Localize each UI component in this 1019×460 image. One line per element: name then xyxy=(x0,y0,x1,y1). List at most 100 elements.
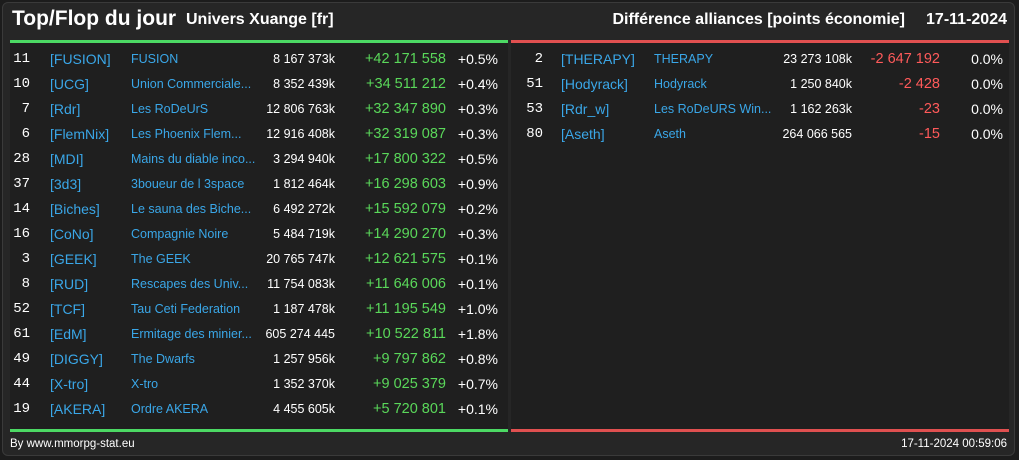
top-alliance-name-link[interactable]: Les Phoenix Flem... xyxy=(131,127,242,141)
top-points: 605 274 445 xyxy=(265,327,335,341)
flop-points: 264 066 565 xyxy=(782,127,852,141)
top-alliance-tag-link[interactable]: [X-tro] xyxy=(50,376,89,392)
top-alliance-tag-link[interactable]: [CoNo] xyxy=(50,226,94,242)
top-points: 12 806 763k xyxy=(266,102,335,116)
top-alliance-tag-link[interactable]: [Rdr] xyxy=(50,101,81,117)
top-rank: 49 xyxy=(13,351,30,367)
top-points: 3 294 940k xyxy=(273,152,335,166)
flop-percent: 0.0% xyxy=(971,126,1003,142)
top-alliance-tag-link[interactable]: [GEEK] xyxy=(50,251,97,267)
top-row: 6 [FlemNix] Les Phoenix Flem... 12 916 408k… xyxy=(10,122,508,147)
top-alliance-name-link[interactable]: Les RoDeUrS xyxy=(131,102,209,116)
flop-rank: 53 xyxy=(526,101,543,117)
flop-row: 80 [Aseth] Aseth 264 066 565 -15 0.0% xyxy=(511,122,1009,147)
top-rank: 61 xyxy=(13,326,30,342)
top-alliance-name-link[interactable]: Le sauna des Biche... xyxy=(131,202,252,216)
top-row: 52 [TCF] Tau Ceti Federation 1 187 478k +11 … xyxy=(10,297,508,322)
top-row: 3 [GEEK] The GEEK 20 765 747k +12 621 575 +0.… xyxy=(10,247,508,272)
top-percent: +0.7% xyxy=(457,376,498,392)
flop-rank: 51 xyxy=(526,76,543,92)
flop-alliance-tag-link[interactable]: [Aseth] xyxy=(561,126,605,142)
top-alliance-tag-link[interactable]: [3d3] xyxy=(50,176,82,192)
top-alliance-tag-link[interactable]: [UCG] xyxy=(50,76,89,92)
top-alliance-name-link[interactable]: Ermitage des minier... xyxy=(131,327,252,341)
flop-difference: -2 647 192 xyxy=(870,51,940,67)
top-difference: +15 592 079 xyxy=(364,201,446,217)
header-date: 17-11-2024 xyxy=(926,11,1007,28)
top-points: 20 765 747k xyxy=(266,252,335,266)
top-row: 8 [RUD] Rescapes des Univ... 11 754 083k +11… xyxy=(10,272,508,297)
top-rank: 19 xyxy=(13,401,30,417)
page-title: Top/Flop du jour xyxy=(12,7,177,30)
top-percent: +0.9% xyxy=(457,176,498,192)
top-points: 12 916 408k xyxy=(266,127,335,141)
top-alliance-name-link[interactable]: FUSION xyxy=(131,52,179,66)
site-credit[interactable]: By www.mmorpg-stat.eu xyxy=(10,438,135,450)
top-percent: +0.1% xyxy=(457,251,498,267)
top-alliance-name-link[interactable]: Union Commerciale... xyxy=(131,77,252,91)
top-difference: +17 800 322 xyxy=(364,151,446,167)
flop-difference: -15 xyxy=(919,126,940,142)
top-percent: +0.8% xyxy=(457,351,498,367)
top-difference: +10 522 811 xyxy=(366,326,446,342)
top-points: 4 455 605k xyxy=(273,402,335,416)
flop-alliance-name-link[interactable]: Les RoDeURS Win... xyxy=(654,102,772,116)
flop-alliance-tag-link[interactable]: [Rdr_w] xyxy=(561,101,610,117)
top-panel: 11 [FUSION] FUSION 8 167 373k +42 171 558 +0.… xyxy=(10,40,508,432)
footer-timestamp: 17-11-2024 00:59:06 xyxy=(901,438,1007,450)
top-alliance-tag-link[interactable]: [FUSION] xyxy=(50,51,111,67)
universe-label: Univers Xuange [fr] xyxy=(186,11,334,28)
top-alliance-name-link[interactable]: The Dwarfs xyxy=(131,352,195,366)
top-percent: +0.3% xyxy=(457,126,498,142)
flop-rank: 2 xyxy=(534,51,543,67)
top-alliance-tag-link[interactable]: [TCF] xyxy=(50,301,85,317)
top-alliance-tag-link[interactable]: [MDI] xyxy=(50,151,84,167)
top-points: 6 492 272k xyxy=(273,202,335,216)
top-difference: +11 646 006 xyxy=(366,276,446,292)
flop-alliance-name-link[interactable]: THERAPY xyxy=(654,52,714,66)
flop-alliance-name-link[interactable]: Hodyrack xyxy=(654,77,707,91)
top-alliance-name-link[interactable]: 3boueur de l 3space xyxy=(131,177,245,191)
top-points: 8 167 373k xyxy=(273,52,335,66)
top-alliance-name-link[interactable]: Tau Ceti Federation xyxy=(131,302,241,316)
top-row: 37 [3d3] 3boueur de l 3space 1 812 464k +16 … xyxy=(10,172,508,197)
flop-difference: -2 428 xyxy=(898,76,940,92)
top-row: 44 [X-tro] X-tro 1 352 370k +9 025 379 +0.7% xyxy=(10,372,508,397)
top-percent: +0.1% xyxy=(457,401,498,417)
top-points: 1 257 956k xyxy=(273,352,335,366)
top-alliance-name-link[interactable]: Ordre AKERA xyxy=(131,402,209,416)
top-percent: +0.3% xyxy=(457,226,498,242)
top-row: 19 [AKERA] Ordre AKERA 4 455 605k +5 720 801… xyxy=(10,397,508,422)
top-percent: +1.0% xyxy=(457,301,498,317)
top-alliance-name-link[interactable]: Rescapes des Univ... xyxy=(131,277,249,291)
top-difference: +32 319 087 xyxy=(364,126,446,142)
top-row: 49 [DIGGY] The Dwarfs 1 257 956k +9 797 862 +… xyxy=(10,347,508,372)
top-percent: +0.4% xyxy=(457,76,498,92)
flop-difference: -23 xyxy=(919,101,940,117)
top-alliance-name-link[interactable]: X-tro xyxy=(131,377,159,391)
top-alliance-tag-link[interactable]: [AKERA] xyxy=(50,401,106,417)
flop-alliance-tag-link[interactable]: [Hodyrack] xyxy=(561,76,628,92)
flop-row: 51 [Hodyrack] Hodyrack 1 250 840k -2 428 0.0% xyxy=(511,72,1009,97)
top-alliance-tag-link[interactable]: [RUD] xyxy=(50,276,89,292)
top-alliance-tag-link[interactable]: [Biches] xyxy=(50,201,100,217)
flop-alliance-name-link[interactable]: Aseth xyxy=(654,127,686,141)
flop-panel: 2 [THERAPY] THERAPY 23 273 108k -2 647 192 0.… xyxy=(511,40,1009,432)
top-rank: 8 xyxy=(21,276,30,292)
top-difference: +32 347 890 xyxy=(364,101,446,117)
top-difference: +34 511 212 xyxy=(366,76,446,92)
top-row: 28 [MDI] Mains du diable inco... 3 294 940k… xyxy=(10,147,508,172)
top-points: 1 352 370k xyxy=(273,377,335,391)
top-alliance-name-link[interactable]: Compagnie Noire xyxy=(131,227,229,241)
top-alliance-name-link[interactable]: Mains du diable inco... xyxy=(131,152,256,166)
top-row: 61 [EdM] Ermitage des minier... 605 274 445… xyxy=(10,322,508,347)
flop-alliance-tag-link[interactable]: [THERAPY] xyxy=(561,51,635,67)
top-alliance-tag-link[interactable]: [FlemNix] xyxy=(50,126,110,142)
top-rank: 37 xyxy=(13,176,30,192)
top-percent: +0.5% xyxy=(457,151,498,167)
top-alliance-tag-link[interactable]: [DIGGY] xyxy=(50,351,103,367)
top-points: 5 484 719k xyxy=(273,227,335,241)
top-percent: +0.1% xyxy=(457,276,498,292)
top-alliance-tag-link[interactable]: [EdM] xyxy=(50,326,87,342)
top-alliance-name-link[interactable]: The GEEK xyxy=(131,252,191,266)
